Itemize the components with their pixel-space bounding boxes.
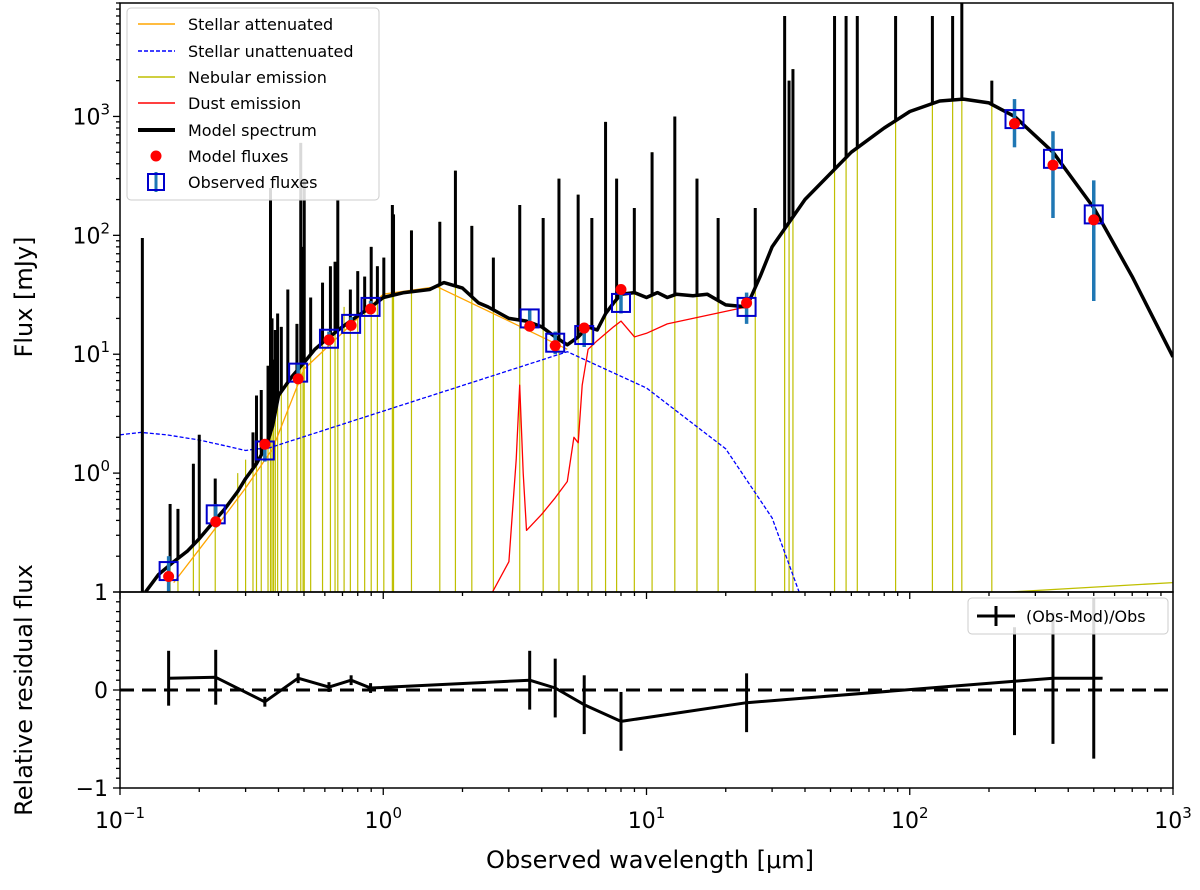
legend-label-observed-fluxes: Observed fluxes	[188, 173, 317, 192]
top-y-tick-label: 100	[72, 457, 110, 487]
model-flux-point	[292, 373, 304, 385]
observed-flux-point	[341, 313, 362, 334]
model-flux-point	[741, 297, 753, 309]
legend-label-stellar-unattenuated: Stellar unattenuated	[188, 42, 353, 61]
model-flux-point	[615, 284, 627, 296]
x-tick-label: 102	[891, 804, 929, 834]
bottom-legend: (Obs-Mod)/Obs	[967, 597, 1169, 635]
legend-swatch-model-fluxes	[150, 150, 162, 162]
legend-label-nebular-emission: Nebular emission	[188, 68, 327, 87]
bottom-y-tick-label: −1	[76, 777, 108, 802]
dust-emission-line	[491, 306, 747, 592]
legend-label-dust-emission: Dust emission	[188, 94, 301, 113]
bottom-y-tick-label: 0	[94, 679, 108, 704]
model-flux-point	[163, 571, 175, 583]
top-legend: Stellar attenuated Stellar unattenuated …	[126, 7, 380, 201]
model-flux-point	[345, 319, 357, 331]
model-fluxes	[163, 118, 1100, 583]
observed-flux-point	[318, 328, 339, 349]
model-flux-point	[524, 320, 536, 332]
model-flux-point	[365, 303, 377, 315]
x-axis-label: Observed wavelength [μm]	[486, 846, 814, 874]
legend-label-model-fluxes: Model fluxes	[188, 147, 289, 166]
observed-flux-point	[360, 296, 381, 317]
bottom-legend-box	[967, 597, 1169, 635]
bottom-panel-data	[120, 597, 1173, 759]
model-flux-point	[210, 516, 222, 528]
bottom-y-axis-label: Relative residual flux	[10, 564, 38, 816]
x-tick-label: 101	[628, 804, 666, 834]
legend-label-model-spectrum: Model spectrum	[188, 121, 317, 140]
model-flux-point	[549, 340, 561, 352]
model-flux-point	[578, 322, 590, 334]
legend-label-stellar-attenuated: Stellar attenuated	[188, 15, 333, 34]
top-legend-box	[126, 7, 380, 201]
tick-labels: 100 101 102 103 10−1 100 101 102 103 −1 0 1	[72, 100, 1191, 834]
top-y-tick-label: 103	[72, 100, 110, 130]
top-y-tick-label: 101	[72, 338, 110, 368]
legend-swatch-observed-fluxes	[147, 173, 165, 191]
stellar-attenuated-line	[173, 286, 568, 583]
nebular-emission-line	[1009, 581, 1173, 592]
top-y-tick-label: 102	[72, 219, 110, 249]
top-y-axis-label: Flux [mJy]	[10, 237, 38, 358]
x-tick-label: 10−1	[95, 804, 145, 834]
residual-series	[167, 597, 1103, 759]
bottom-panel-frame	[119, 591, 1174, 789]
model-flux-point	[1009, 118, 1021, 130]
x-tick-label: 100	[364, 804, 402, 834]
bottom-y-tick-label: 1	[94, 581, 108, 606]
model-flux-point	[1088, 214, 1100, 226]
residual-line	[168, 675, 1103, 723]
legend-label-residual: (Obs-Mod)/Obs	[1026, 607, 1146, 626]
top-panel-data	[120, 3, 1173, 592]
observed-flux-point	[545, 332, 566, 353]
model-flux-point	[259, 438, 271, 450]
model-flux-point	[323, 334, 335, 346]
model-flux-point	[1047, 159, 1059, 171]
x-tick-label: 103	[1154, 804, 1192, 834]
